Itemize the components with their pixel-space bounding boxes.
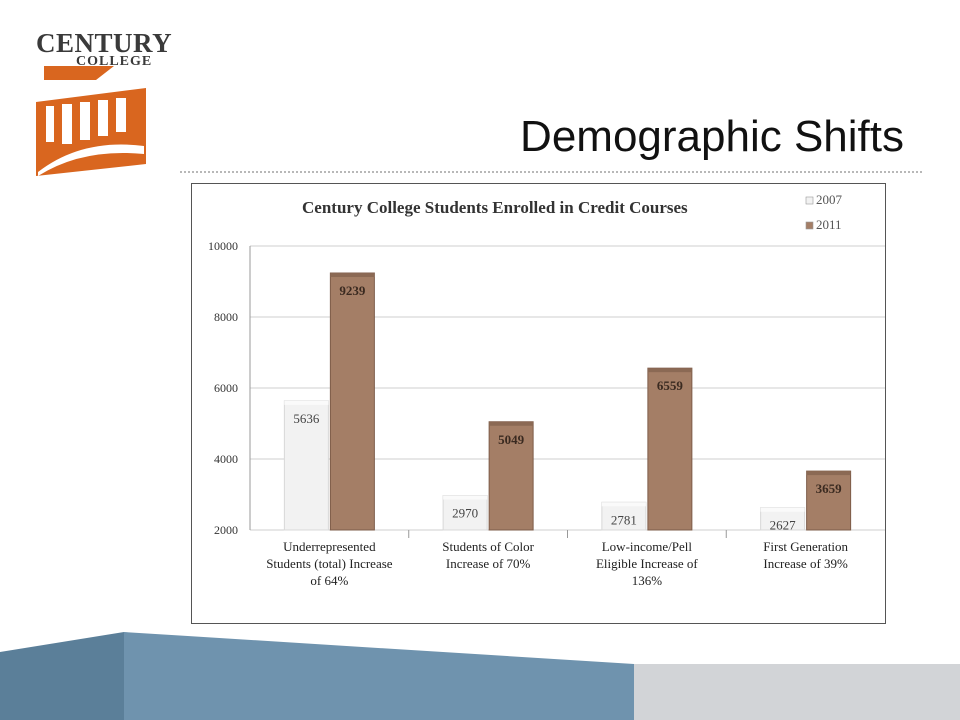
bar-cap-2007 <box>601 502 646 507</box>
logo-name: CENTURY <box>36 28 173 58</box>
y-tick-label: 8000 <box>214 310 238 324</box>
chart-title: Century College Students Enrolled in Cre… <box>302 198 688 217</box>
y-tick-label: 10000 <box>208 239 238 253</box>
y-tick-label: 4000 <box>214 452 238 466</box>
bar-cap-2011 <box>330 273 375 278</box>
bar-2011 <box>806 470 852 531</box>
century-college-logo: CENTURY COLLEGE <box>32 28 172 178</box>
logo-subname: COLLEGE <box>76 54 153 69</box>
bar-cap-2007 <box>284 400 329 405</box>
data-label: 6559 <box>657 378 684 393</box>
data-label: 2970 <box>452 506 478 521</box>
bar-chart: Century College Students Enrolled in Cre… <box>208 192 885 588</box>
data-label: 2627 <box>770 518 797 533</box>
data-label: 9239 <box>339 283 366 298</box>
bar-cap-2011 <box>489 421 534 426</box>
bar-cap-2007 <box>760 507 805 512</box>
bar-2011 <box>488 421 534 531</box>
data-label: 2781 <box>611 512 637 527</box>
bar-cap-2011 <box>647 368 692 373</box>
y-tick-label: 6000 <box>214 381 238 395</box>
category-label: Students (total) Increase <box>266 556 393 571</box>
category-label: 136% <box>632 573 663 588</box>
bar-cap-2007 <box>443 495 488 500</box>
building-arch-icon <box>36 66 146 176</box>
category-label: Underrepresented <box>283 539 376 554</box>
category-label: of 64% <box>310 573 348 588</box>
title-divider <box>180 171 922 173</box>
bar-2007 <box>601 501 647 531</box>
data-label: 5049 <box>498 432 525 447</box>
bar-2007 <box>442 495 488 531</box>
legend-swatch <box>805 221 814 230</box>
legend-label: 2007 <box>816 192 843 207</box>
bar-cap-2011 <box>806 471 851 476</box>
category-label: Increase of 39% <box>763 556 848 571</box>
legend-swatch <box>805 196 814 205</box>
category-label: Low-income/Pell <box>602 539 693 554</box>
category-label: First Generation <box>763 539 848 554</box>
slide-title: Demographic Shifts <box>520 112 904 161</box>
category-label: Eligible Increase of <box>596 556 698 571</box>
y-tick-label: 2000 <box>214 523 238 537</box>
data-label: 5636 <box>293 411 320 426</box>
bar-2007 <box>283 400 329 531</box>
category-label: Increase of 70% <box>446 556 531 571</box>
legend-label: 2011 <box>816 217 842 232</box>
footer-band <box>0 632 960 720</box>
bar-2011 <box>329 272 375 531</box>
chart-frame: Century College Students Enrolled in Cre… <box>191 183 886 624</box>
category-label: Students of Color <box>442 539 534 554</box>
data-label: 3659 <box>816 481 843 496</box>
